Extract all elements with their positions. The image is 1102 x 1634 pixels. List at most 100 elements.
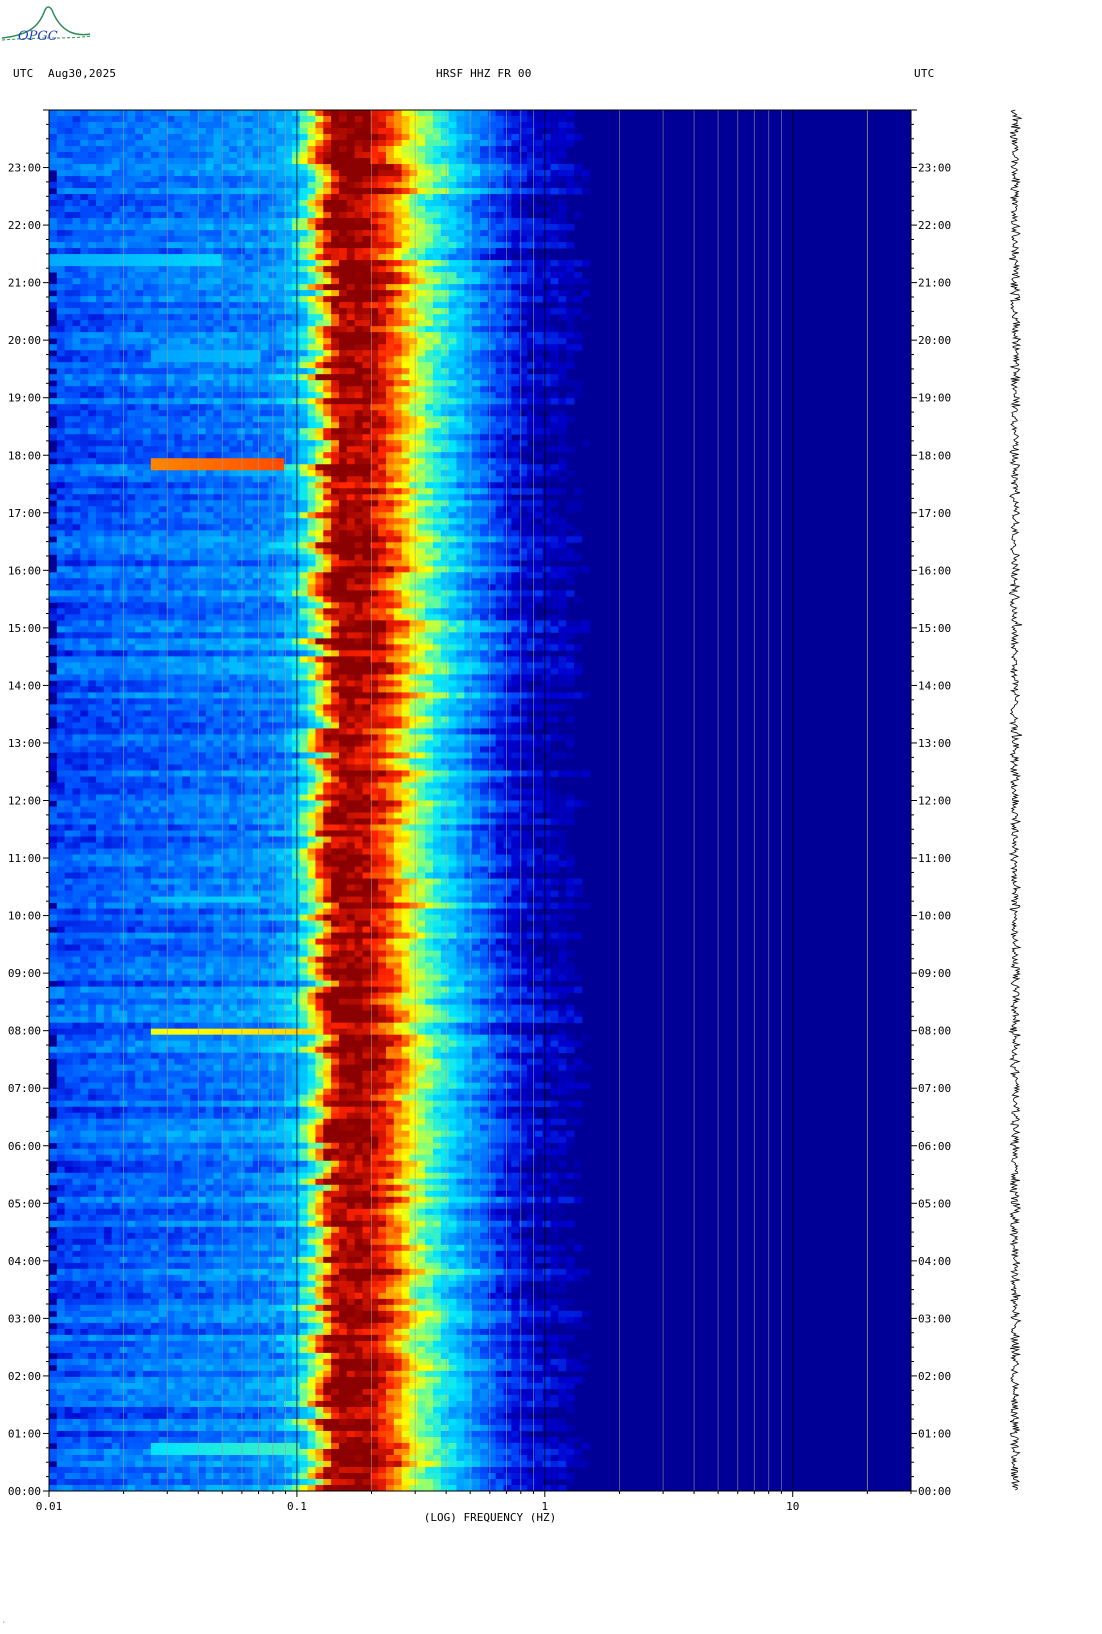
heatmap-cell [456,368,465,375]
heatmap-cell [80,428,89,435]
heatmap-cell [276,260,285,267]
heatmap-cell [276,500,285,507]
heatmap-cell [143,260,152,267]
heatmap-cell [96,410,105,417]
heatmap-cell [221,152,230,159]
heatmap-cell [417,128,426,135]
heatmap-cell [315,458,324,465]
heatmap-cell [432,278,442,285]
heatmap-cell [495,308,504,315]
heatmap-cell [315,362,324,369]
heatmap-cell [299,500,308,507]
heatmap-cell [64,536,73,543]
heatmap-cell [56,302,66,309]
heatmap-cell [425,158,434,165]
heatmap-cell [495,410,504,417]
heatmap-cell [64,404,73,411]
heatmap-cell [127,200,136,207]
heatmap-cell [49,122,58,129]
heatmap-cell [88,206,97,213]
heatmap-cell [143,542,152,549]
heatmap-cell [432,332,442,339]
heatmap-cell [338,404,348,411]
heatmap-cell [417,308,426,315]
heatmap-cell [205,386,214,393]
heatmap-cell [197,260,207,267]
heatmap-cell [174,464,183,471]
heatmap-cell [495,362,504,369]
heatmap-cell [542,416,551,423]
heatmap-cell [307,470,316,477]
heatmap-cell [511,506,520,513]
heatmap-cell [182,464,191,471]
heatmap-cell [237,452,246,459]
heatmap-cell [111,428,120,435]
heatmap-cell [229,248,238,255]
heatmap-cell [291,464,301,471]
heatmap-cell [315,542,324,549]
heatmap-cell [244,206,254,213]
heatmap-cell [96,134,105,141]
heatmap-cell [197,314,207,321]
heatmap-cell [574,260,583,267]
heatmap-cell [166,368,175,375]
heatmap-cell [574,164,583,171]
heatmap-cell [96,368,105,375]
heatmap-cell [354,392,363,399]
heatmap-cell [558,446,567,453]
heatmap-cell [417,200,426,207]
heatmap-cell [370,542,379,549]
heatmap-cell [150,254,160,261]
heatmap-cell [566,326,575,333]
heatmap-cell [519,320,528,327]
heatmap-cell [480,374,489,381]
heatmap-cell [432,170,442,177]
heatmap-cell [487,242,497,249]
heatmap-cell [49,224,58,231]
heatmap-cell [440,482,450,489]
heatmap-cell [260,170,269,177]
heatmap-cell [244,302,254,309]
heatmap-cell [487,452,497,459]
heatmap-cell [487,428,497,435]
heatmap-cell [409,518,418,525]
heatmap-cell [166,362,175,369]
heatmap-cell [252,476,261,483]
heatmap-cell [574,530,583,537]
heatmap-cell [511,314,520,321]
heatmap-cell [346,452,356,459]
heatmap-cell [519,248,528,255]
heatmap-cell [143,110,152,117]
heatmap-cell [80,296,89,303]
heatmap-cell [456,128,465,135]
heatmap-cell [574,188,583,195]
heatmap-cell [213,542,222,549]
heatmap-cell [370,314,379,321]
heatmap-cell [487,422,497,429]
heatmap-cell [417,314,426,321]
heatmap-cell [503,326,512,333]
heatmap-cell [346,224,356,231]
heatmap-cell [96,302,105,309]
heatmap-cell [519,512,528,519]
heatmap-cell [88,458,97,465]
heatmap-cell [111,332,120,339]
heatmap-cell [158,230,167,237]
heatmap-cell [135,542,144,549]
heatmap-cell [244,152,254,159]
heatmap-cell [495,110,504,117]
heatmap-cell [370,386,379,393]
heatmap-cell [401,308,410,315]
heatmap-cell [150,152,160,159]
heatmap-cell [150,368,160,375]
heatmap-cell [393,284,403,291]
heatmap-cell [190,482,199,489]
heatmap-cell [495,548,504,555]
heatmap-cell [182,458,191,465]
heatmap-cell [440,560,450,567]
heatmap-cell [519,326,528,333]
heatmap-cell [448,284,457,291]
heatmap-cell [464,272,473,279]
heatmap-cell [197,164,207,171]
heatmap-cell [566,506,575,513]
